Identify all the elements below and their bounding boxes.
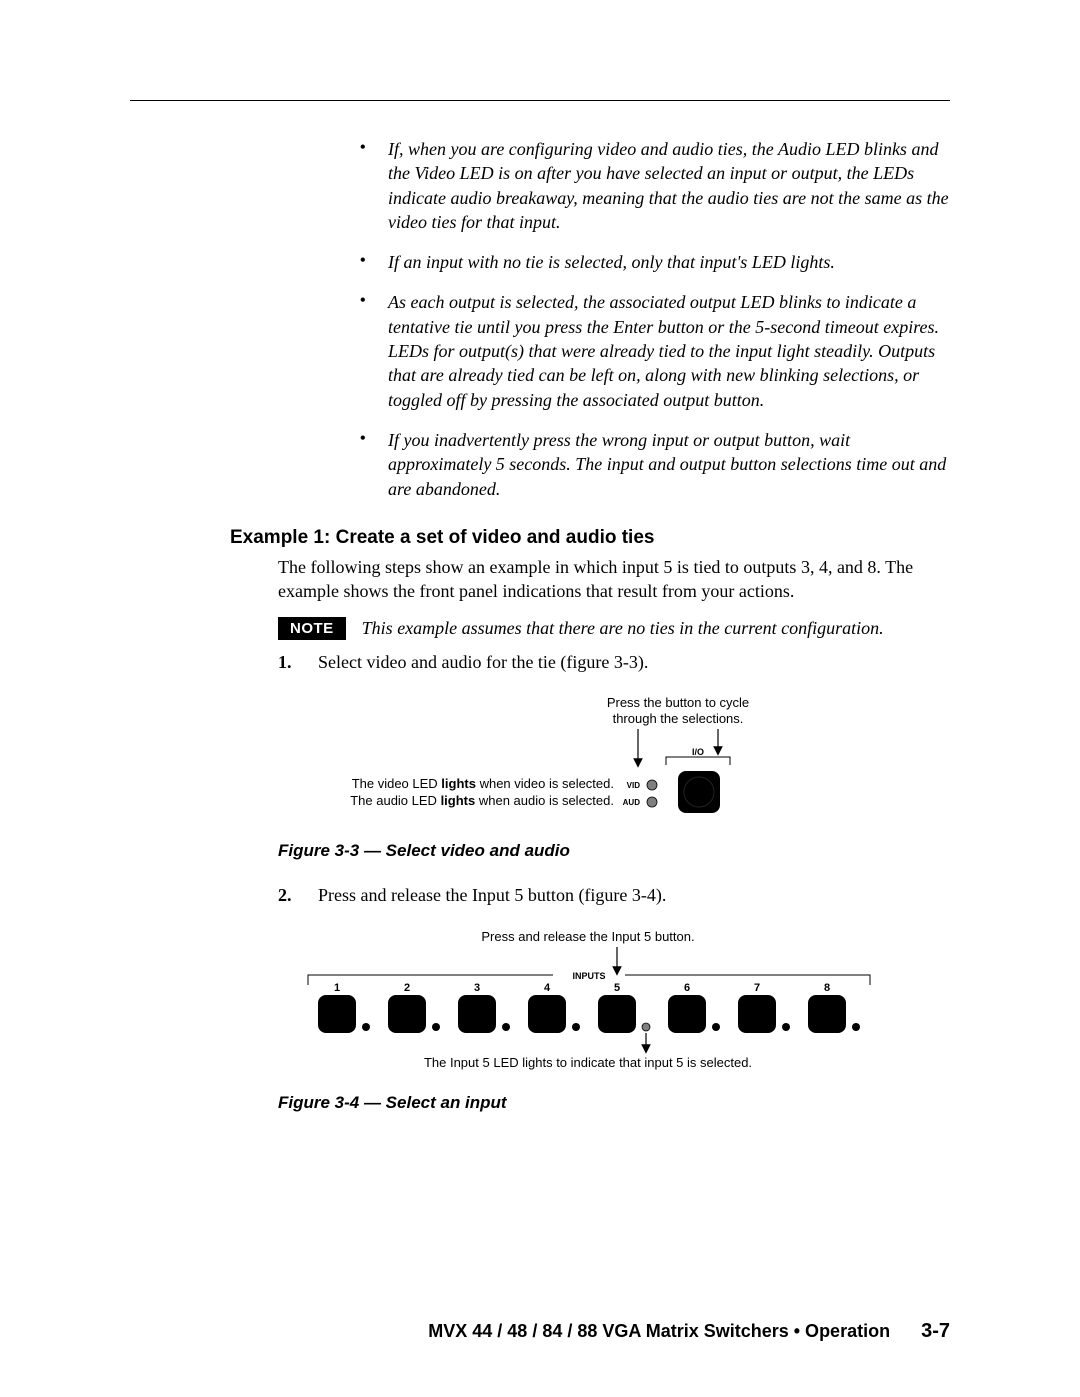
step-text: Press and release the Input 5 button (fi…	[318, 883, 666, 907]
svg-text:7: 7	[754, 982, 760, 994]
step-number: 1.	[278, 650, 318, 674]
bullet-dot-icon: •	[360, 428, 388, 501]
figure-3-4: Press and release the Input 5 button. INP…	[278, 925, 950, 1075]
step-2: 2. Press and release the Input 5 button …	[278, 883, 950, 907]
step-1: 1. Select video and audio for the tie (f…	[278, 650, 950, 674]
svg-text:AUD: AUD	[623, 798, 641, 807]
svg-text:2: 2	[404, 982, 410, 994]
bullet-dot-icon: •	[360, 137, 388, 234]
note-row: NOTE This example assumes that there are…	[278, 617, 950, 640]
bullet-text: If, when you are configuring video and a…	[388, 137, 950, 234]
svg-text:Press the button to cycle: Press the button to cycle	[607, 695, 749, 710]
footer-page-number: 3-7	[921, 1320, 950, 1342]
example-heading: Example 1: Create a set of video and aud…	[230, 527, 950, 549]
svg-text:VID: VID	[627, 781, 641, 790]
bullet-item: • If, when you are configuring video and…	[360, 137, 950, 234]
bullet-dot-icon: •	[360, 250, 388, 274]
svg-text:The audio LED lights when audi: The audio LED lights when audio is selec…	[350, 793, 614, 808]
figure-3-3: Press the button to cyclethrough the sel…	[278, 693, 950, 823]
bullet-list: • If, when you are configuring video and…	[360, 137, 950, 501]
note-badge: NOTE	[278, 617, 346, 640]
bullet-item: • As each output is selected, the associ…	[360, 290, 950, 411]
figure-3-3-caption: Figure 3-3 — Select video and audio	[278, 841, 950, 861]
svg-text:3: 3	[474, 982, 480, 994]
intro-paragraph: The following steps show an example in w…	[278, 555, 950, 604]
bullet-item: • If an input with no tie is selected, o…	[360, 250, 950, 274]
step-text: Select video and audio for the tie (figu…	[318, 650, 648, 674]
svg-text:4: 4	[544, 982, 551, 994]
step-number: 2.	[278, 883, 318, 907]
footer-title: MVX 44 / 48 / 84 / 88 VGA Matrix Switche…	[428, 1321, 890, 1341]
bullet-text: If you inadvertently press the wrong inp…	[388, 428, 950, 501]
page-footer: MVX 44 / 48 / 84 / 88 VGA Matrix Switche…	[428, 1320, 950, 1343]
svg-text:Press and release the Input 5: Press and release the Input 5 button.	[481, 929, 694, 944]
figure-3-4-svg: Press and release the Input 5 button. INP…	[278, 925, 898, 1075]
horizontal-rule	[130, 100, 950, 101]
bullet-text: As each output is selected, the associat…	[388, 290, 950, 411]
figure-3-3-svg: Press the button to cyclethrough the sel…	[278, 693, 818, 823]
bullet-text: If an input with no tie is selected, onl…	[388, 250, 835, 274]
svg-text:6: 6	[684, 982, 690, 994]
svg-text:I/O: I/O	[692, 747, 704, 757]
svg-text:The Input 5 LED lights to indi: The Input 5 LED lights to indicate that …	[424, 1055, 752, 1070]
note-text: This example assumes that there are no t…	[362, 618, 884, 639]
svg-text:INPUTS: INPUTS	[572, 971, 605, 981]
bullet-dot-icon: •	[360, 290, 388, 411]
svg-text:The video LED lights when vide: The video LED lights when video is selec…	[352, 776, 614, 791]
svg-text:5: 5	[614, 982, 620, 994]
manual-page: • If, when you are configuring video and…	[0, 0, 1080, 1397]
svg-text:8: 8	[824, 982, 830, 994]
bullet-item: • If you inadvertently press the wrong i…	[360, 428, 950, 501]
svg-text:1: 1	[334, 982, 340, 994]
svg-text:through the selections.: through the selections.	[613, 711, 744, 726]
figure-3-4-caption: Figure 3-4 — Select an input	[278, 1093, 950, 1113]
